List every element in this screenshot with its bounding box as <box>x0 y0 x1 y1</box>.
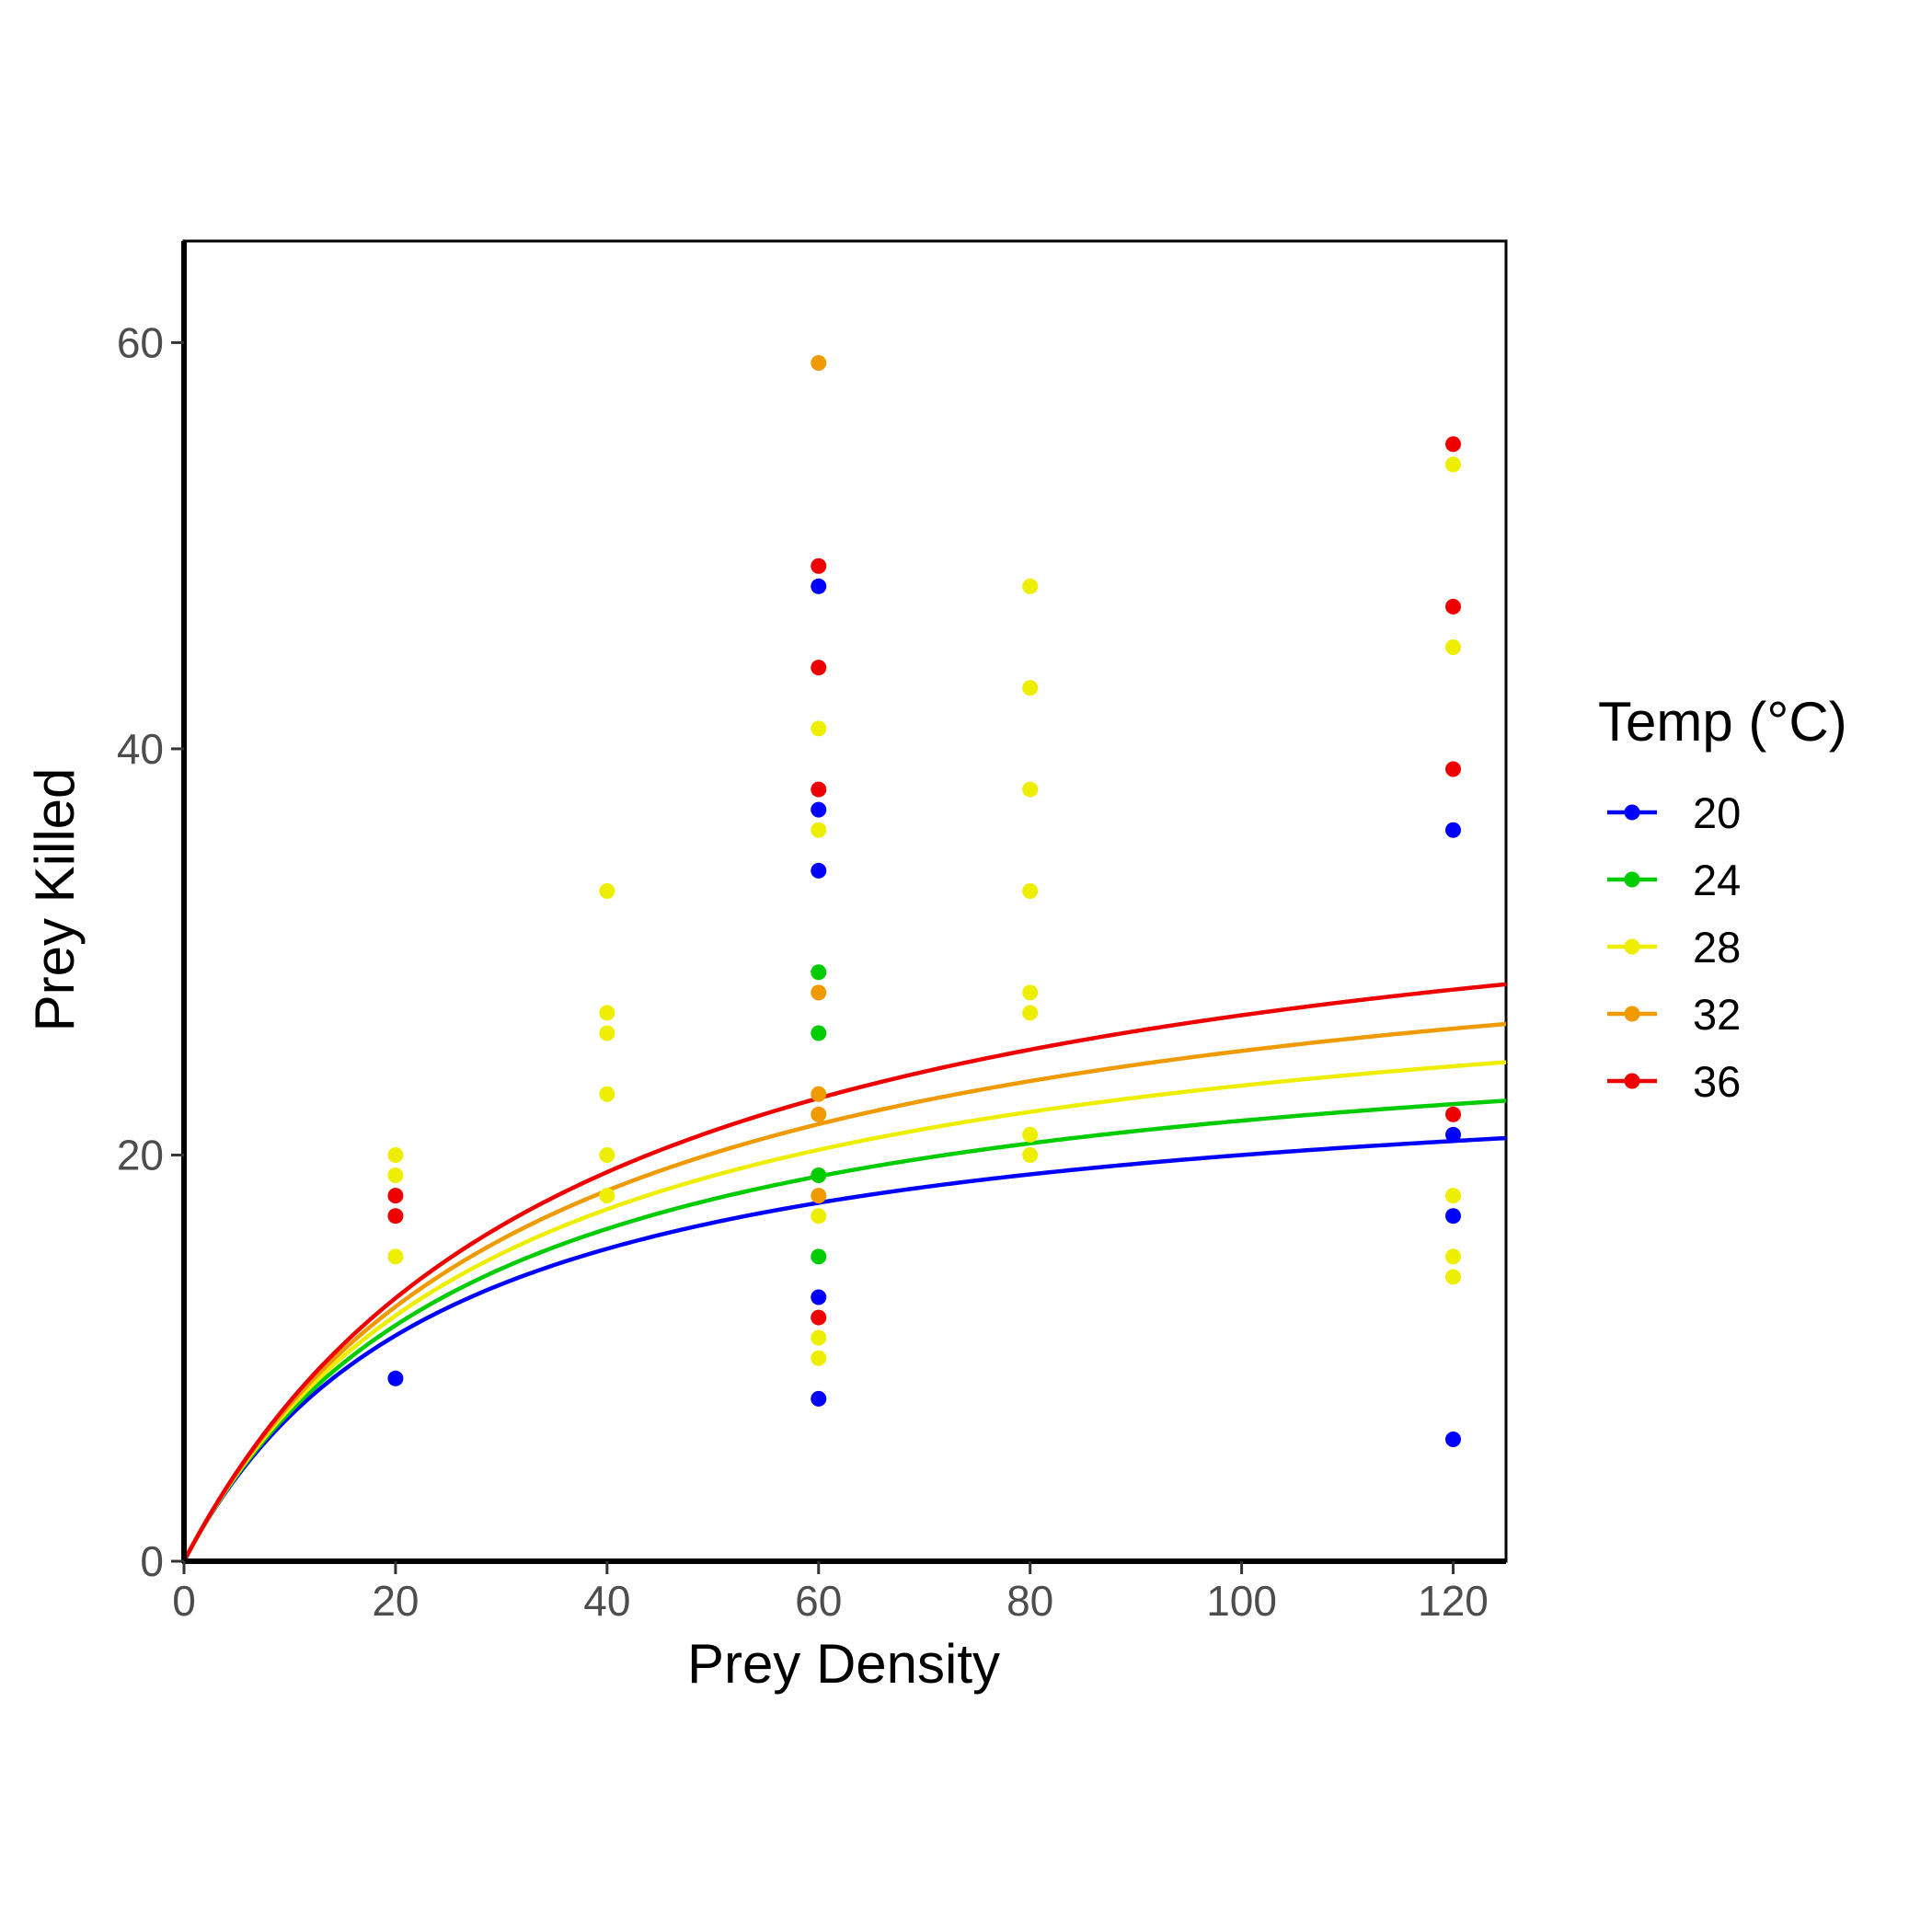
legend: Temp (°C) 20 24 28 32 36 <box>1598 691 1847 1106</box>
data-point-28 <box>1445 639 1462 656</box>
data-point-28 <box>599 1086 615 1102</box>
fit-curve-24 <box>184 1098 1506 1561</box>
legend-key-point-28 <box>1624 938 1640 955</box>
x-tick-label: 60 <box>795 1577 842 1625</box>
y-axis-title: Prey Killed <box>24 768 86 1032</box>
x-tick-label: 120 <box>1418 1577 1489 1625</box>
data-point-28 <box>387 1146 404 1163</box>
legend-key-point-24 <box>1624 871 1640 888</box>
data-point-20 <box>811 578 827 594</box>
legend-label-36: 36 <box>1693 1057 1741 1106</box>
data-point-36 <box>1445 761 1462 777</box>
fit-curve-28 <box>184 1060 1506 1561</box>
data-point-28 <box>1022 680 1039 696</box>
data-point-20 <box>1445 822 1462 838</box>
legend-label-24: 24 <box>1693 856 1741 904</box>
data-point-36 <box>1445 1106 1462 1122</box>
data-point-28 <box>1022 1005 1039 1021</box>
data-point-28 <box>387 1248 404 1265</box>
data-point-24 <box>811 1248 827 1265</box>
legend-title: Temp (°C) <box>1598 691 1847 753</box>
fitted-curves <box>184 982 1506 1561</box>
legend-key-point-36 <box>1624 1073 1640 1089</box>
y-tick-label: 0 <box>140 1537 164 1585</box>
legend-key-point-32 <box>1624 1006 1640 1022</box>
legend-label-32: 32 <box>1693 990 1741 1039</box>
data-point-24 <box>811 1167 827 1184</box>
data-point-36 <box>387 1188 404 1204</box>
data-point-28 <box>1022 578 1039 594</box>
data-point-28 <box>599 882 615 899</box>
y-tick-label: 20 <box>117 1131 164 1179</box>
x-tick-label: 40 <box>583 1577 630 1625</box>
data-point-36 <box>1445 436 1462 453</box>
data-point-28 <box>1445 1188 1462 1204</box>
data-point-28 <box>1022 1146 1039 1163</box>
data-point-36 <box>1445 598 1462 615</box>
axes: 0 20 40 60 80 100 120 0 20 40 60 <box>117 241 1506 1625</box>
data-point-28 <box>1022 984 1039 1001</box>
data-point-24 <box>811 964 827 981</box>
data-point-36 <box>811 660 827 676</box>
data-point-28 <box>811 1350 827 1366</box>
data-point-32 <box>811 984 827 1001</box>
data-point-36 <box>811 781 827 798</box>
data-point-32 <box>811 1106 827 1122</box>
data-point-28 <box>387 1167 404 1184</box>
legend-key-point-20 <box>1624 804 1640 821</box>
data-point-32 <box>811 1188 827 1204</box>
data-point-28 <box>811 1208 827 1225</box>
data-point-28 <box>811 1329 827 1346</box>
data-point-32 <box>811 1086 827 1102</box>
data-point-20 <box>387 1370 404 1386</box>
data-points <box>387 354 1462 1448</box>
data-point-36 <box>387 1208 404 1225</box>
data-point-28 <box>599 1025 615 1041</box>
y-tick-label: 40 <box>117 725 164 773</box>
data-point-28 <box>599 1146 615 1163</box>
data-point-20 <box>811 1289 827 1305</box>
y-tick-label: 60 <box>117 318 164 366</box>
legend-label-28: 28 <box>1693 923 1741 972</box>
data-point-28 <box>1022 781 1039 798</box>
data-point-28 <box>599 1005 615 1021</box>
data-point-28 <box>1022 1126 1039 1143</box>
fit-curve-36 <box>184 982 1506 1561</box>
fit-curve-20 <box>184 1135 1506 1561</box>
data-point-20 <box>1445 1432 1462 1448</box>
data-point-32 <box>811 354 827 371</box>
data-point-20 <box>811 862 827 879</box>
data-point-36 <box>811 558 827 574</box>
data-point-28 <box>1022 882 1039 899</box>
data-point-28 <box>1445 456 1462 473</box>
fit-curve-32 <box>184 1021 1506 1561</box>
x-tick-label: 0 <box>172 1577 196 1625</box>
x-tick-label: 100 <box>1206 1577 1277 1625</box>
data-point-28 <box>599 1188 615 1204</box>
data-point-20 <box>811 801 827 818</box>
data-point-20 <box>1445 1126 1462 1143</box>
plot-panel <box>182 239 1508 1563</box>
data-point-28 <box>1445 1248 1462 1265</box>
x-axis-title: Prey Density <box>687 1633 1000 1695</box>
x-tick-label: 20 <box>372 1577 419 1625</box>
data-point-28 <box>1445 1269 1462 1285</box>
data-point-20 <box>811 1390 827 1407</box>
data-point-24 <box>811 1025 827 1041</box>
data-point-28 <box>811 822 827 838</box>
data-point-20 <box>1445 1208 1462 1225</box>
data-point-36 <box>811 1309 827 1326</box>
legend-label-20: 20 <box>1693 788 1741 837</box>
data-point-28 <box>811 720 827 737</box>
x-tick-label: 80 <box>1006 1577 1053 1625</box>
